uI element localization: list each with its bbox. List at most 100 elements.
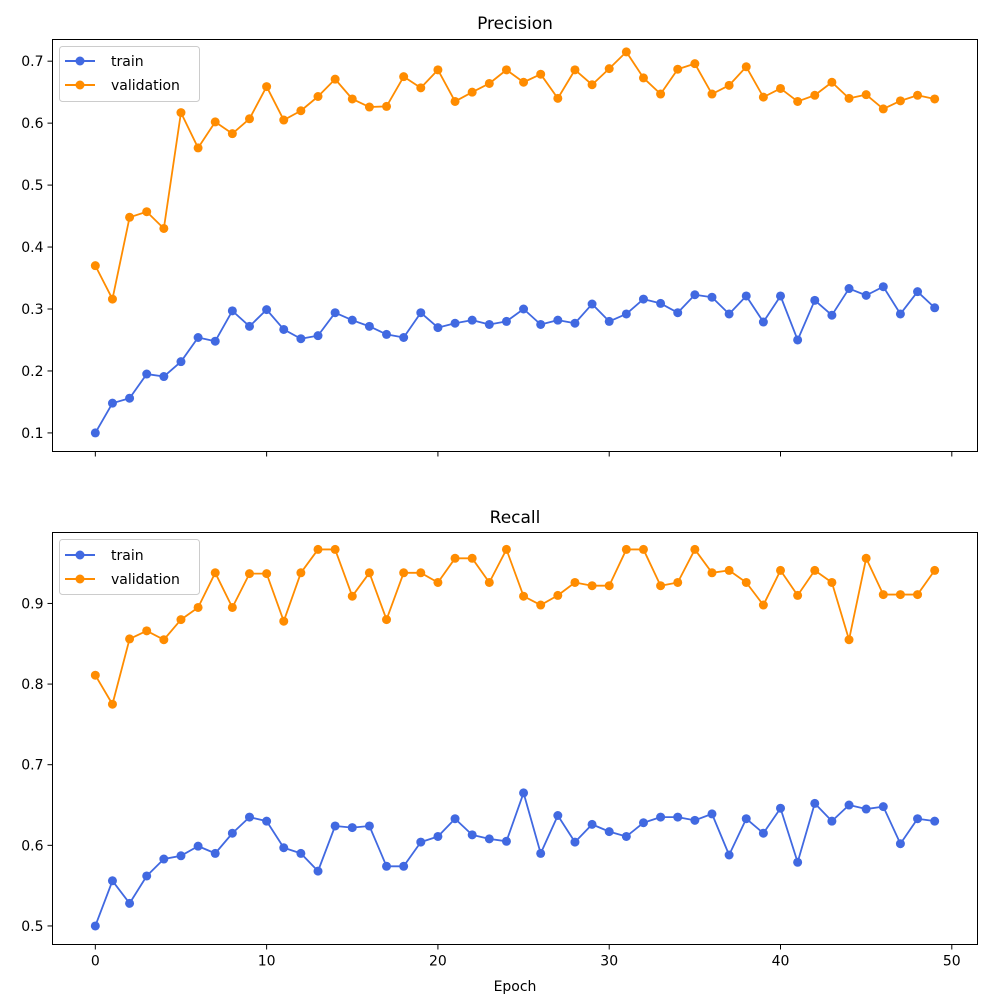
precision-validation-point [450,96,460,106]
precision-train-point [638,294,648,304]
recall-train-point [930,816,940,826]
precision-validation-point [433,65,443,75]
recall-validation-point [450,553,460,563]
recall-validation-point [364,568,374,578]
precision-validation-point [176,108,186,118]
precision-train-point [844,284,854,294]
precision-train-point [159,372,169,382]
precision-train-point [244,321,254,331]
recall-validation-point [913,590,923,600]
recall-train-point [467,830,477,840]
precision-validation-point [519,77,529,87]
recall-validation-line [94,548,936,706]
recall-legend-validation-marker [75,574,85,584]
precision-train-point [519,304,529,314]
precision-train-point [125,393,135,403]
recall-panel: Recall 0.5 0.6 0.7 0.8 0.9 0 10 20 30 40 50 train… [21,508,978,995]
precision-train-point [895,309,905,319]
recall-legend: train validation [59,539,200,595]
precision-train-point [604,316,614,326]
recall-train-point [484,834,494,844]
precision-legend: train validation [59,46,200,102]
precision-validation-point [484,78,494,88]
recall-validation-point [810,565,820,575]
precision-train-point [176,357,186,367]
precision-legend-train-marker [75,56,85,66]
recall-validation-point [244,569,254,579]
precision-train-point [296,334,306,344]
recall-train-point [210,848,220,858]
precision-validation-point [313,92,323,101]
recall-y-tick-label: 0.6 [21,838,43,854]
recall-validation-point [741,577,751,587]
recall-train-point [793,857,803,867]
recall-validation-point [553,590,563,600]
precision-axes-frame [52,39,978,452]
precision-train-point [107,398,117,408]
recall-title: Recall [490,508,541,528]
recall-train-point [707,809,717,819]
recall-validation-point [621,544,631,554]
precision-train-point [210,336,220,346]
precision-validation-point [279,115,289,125]
recall-train-point [861,804,871,814]
precision-validation-point [690,59,700,69]
precision-y-tick-label: 0.6 [21,116,43,132]
precision-train-point [621,309,631,319]
recall-validation-point [604,581,614,591]
precision-train-point [382,329,392,339]
recall-legend-validation-label: validation [111,572,180,588]
precision-validation-point [296,106,306,116]
recall-validation-point [930,565,940,575]
precision-validation-point [416,83,426,93]
recall-series-group [90,544,940,931]
precision-validation-point [793,96,803,106]
recall-x-tick-label: 20 [429,954,447,970]
precision-validation-point [673,64,683,74]
recall-axes-frame [52,532,978,945]
precision-train-point [570,318,580,328]
precision-validation-point [330,74,340,84]
precision-train-line [94,285,936,434]
precision-train-point [467,315,477,325]
recall-validation-point [227,602,237,612]
precision-validation-point [262,82,272,92]
x-axis-label: Epoch [494,979,537,995]
recall-validation-point [861,553,871,563]
recall-train-point [399,861,409,871]
recall-y-tick-label: 0.9 [21,596,43,612]
precision-validation-point [364,102,374,112]
precision-train-point [673,308,683,318]
recall-train-point [741,814,751,824]
precision-validation-point [913,90,923,100]
recall-train-point [296,848,306,858]
precision-y-tick-label: 0.2 [21,364,43,380]
precision-train-point [313,331,323,341]
precision-train-point [707,292,717,302]
precision-train-point [553,315,563,325]
precision-validation-line [94,50,935,300]
precision-validation-point [467,87,477,97]
recall-validation-point [570,577,580,587]
recall-train-point [193,841,203,851]
precision-validation-point [810,90,820,100]
recall-validation-point [90,670,100,680]
recall-validation-point [793,590,803,600]
recall-train-point [913,814,923,824]
recall-legend-train-marker [75,550,85,560]
recall-validation-point [587,581,597,591]
precision-train-point [810,295,820,305]
recall-validation-point [707,568,717,578]
precision-train-point [776,291,786,301]
precision-legend-train-label: train [111,54,144,70]
precision-validation-point [930,94,940,104]
precision-validation-point [125,212,135,222]
recall-train-point [690,815,700,825]
recall-validation-point [107,699,117,709]
precision-train-point [930,303,940,313]
precision-validation-point [159,223,169,233]
precision-validation-point [210,117,220,127]
precision-train-point [142,369,152,379]
recall-train-point [621,831,631,841]
recall-train-point [673,812,683,822]
